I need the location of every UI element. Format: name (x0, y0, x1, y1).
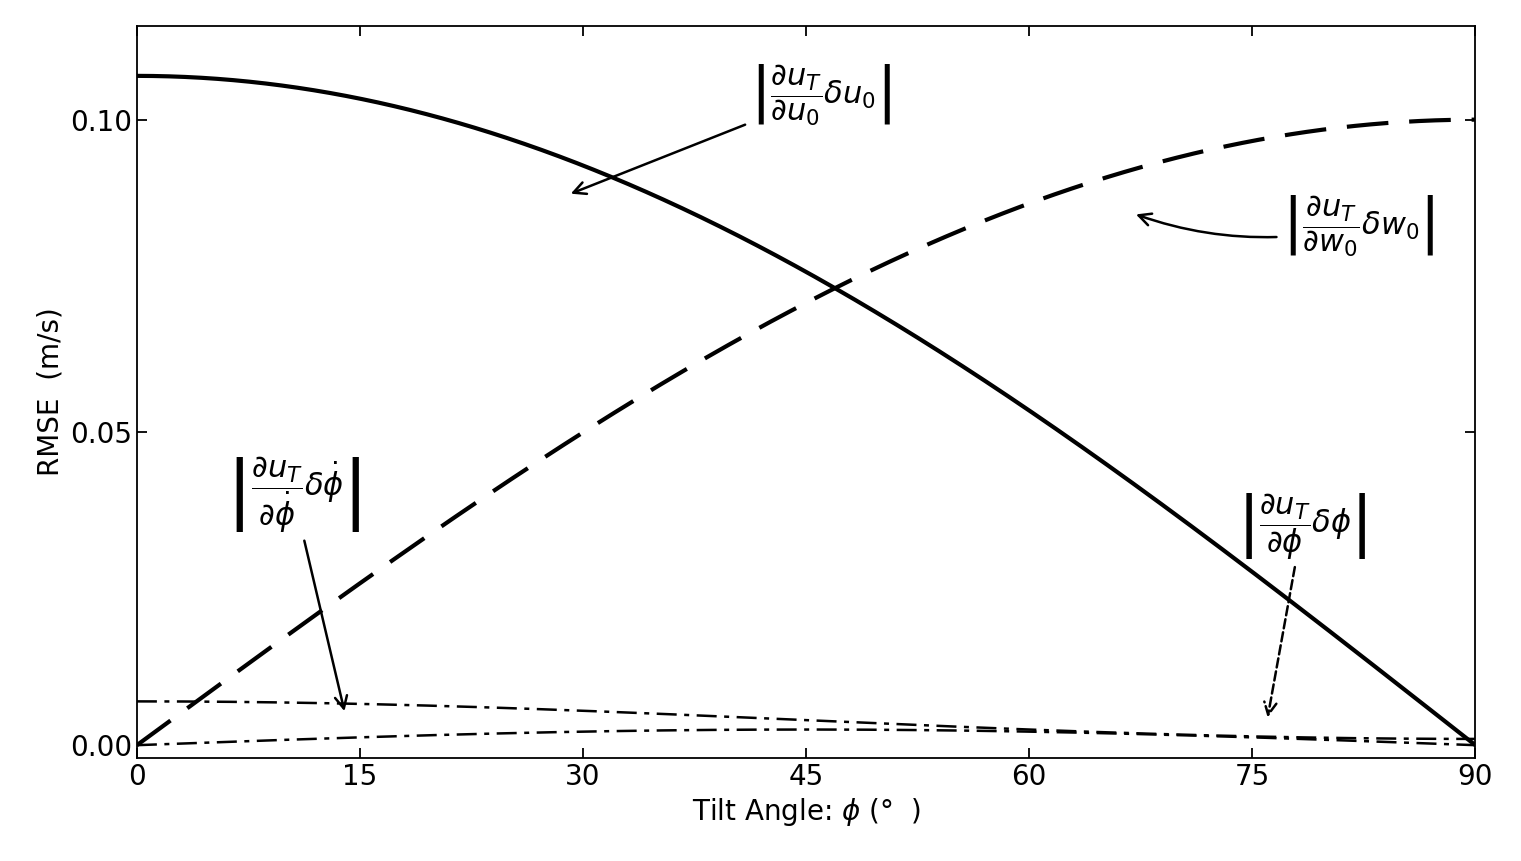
Text: $\left|\dfrac{\partial u_T}{\partial \dot{\phi}}\delta\dot{\phi}\right|$: $\left|\dfrac{\partial u_T}{\partial \do… (227, 455, 360, 709)
Text: $\left|\dfrac{\partial u_T}{\partial w_0}\delta w_0\right|$: $\left|\dfrac{\partial u_T}{\partial w_0… (1139, 193, 1434, 259)
Text: $\left|\dfrac{\partial u_T}{\partial u_0}\delta u_0\right|$: $\left|\dfrac{\partial u_T}{\partial u_0… (573, 62, 891, 194)
Text: $\left|\dfrac{\partial u_T}{\partial \phi}\delta\phi\right|$: $\left|\dfrac{\partial u_T}{\partial \ph… (1238, 491, 1367, 715)
Y-axis label: RMSE  (m/s): RMSE (m/s) (37, 307, 64, 476)
X-axis label: Tilt Angle: $\phi$ (°  ): Tilt Angle: $\phi$ (° ) (692, 796, 920, 828)
